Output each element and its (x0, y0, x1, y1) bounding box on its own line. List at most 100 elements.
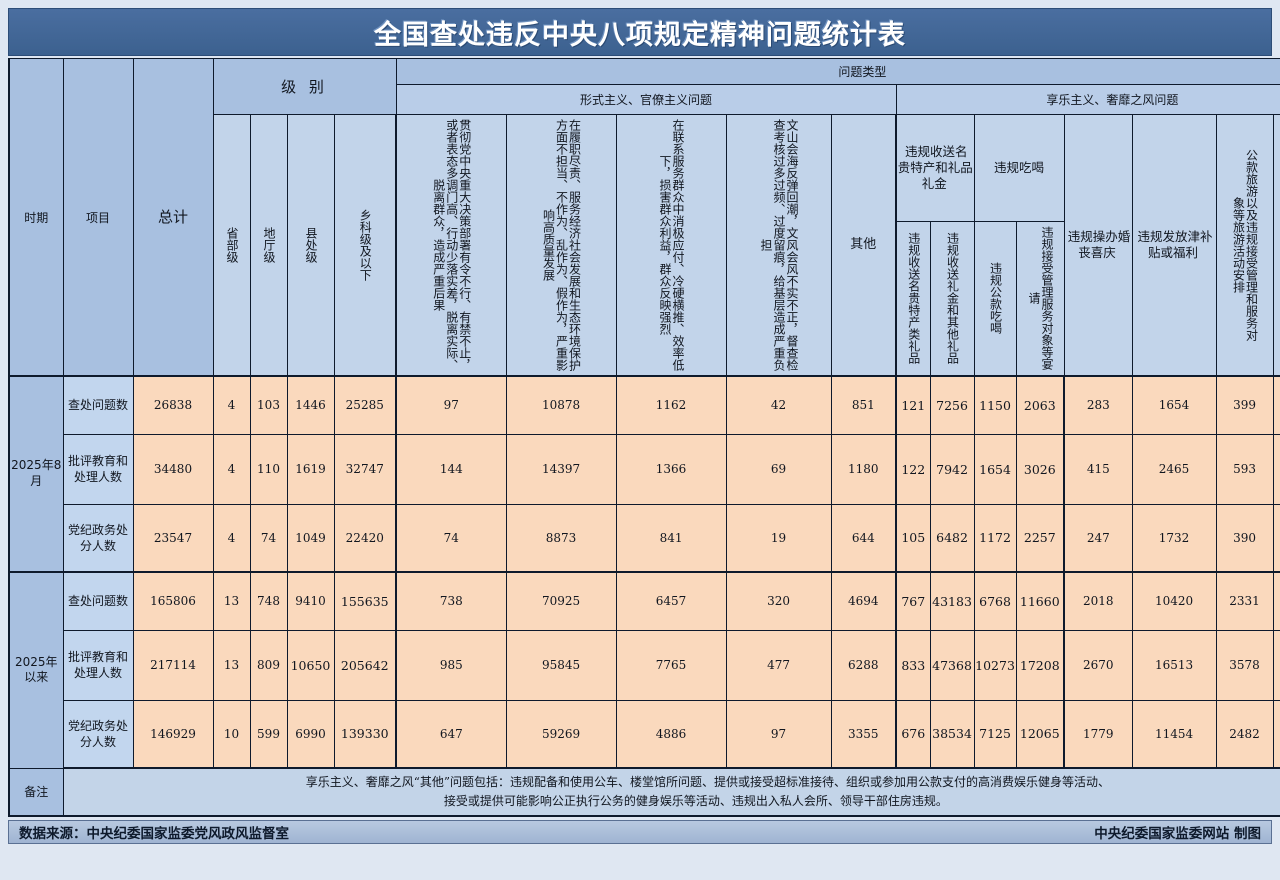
cell-hedonism-3: 1654 (973, 433, 1017, 505)
notes-body: 享乐主义、奢靡之风“其他”问题包括：违规配备和使用公车、楼堂馆所问题、提供或接受… (62, 767, 1280, 817)
data-source-text: 数据来源：中央纪委国家监委党风政风监督室 (19, 826, 289, 842)
notes-line-1: 享乐主义、奢靡之风“其他”问题包括：违规配备和使用公车、楼堂馆所问题、提供或接受… (305, 775, 1110, 790)
table-row: 党纪政务处分人数 23547 4 74 1049 22420 74 8873 8… (9, 503, 1280, 573)
cell-hedonism-6: 1732 (1131, 503, 1217, 573)
cell-hedonism-6: 11454 (1131, 699, 1217, 769)
cell-formalism-other: 851 (830, 375, 897, 435)
header-level-diting: 地厅级 (249, 114, 288, 377)
cell-level-xiangke: 205642 (333, 629, 397, 701)
cell-hedonism-6: 2465 (1131, 433, 1217, 505)
cell-formalism-3: 841 (615, 503, 727, 573)
cell-formalism-4: 97 (725, 699, 832, 769)
header-hedonism-group: 享乐主义、奢靡之风问题 (895, 84, 1280, 115)
cell-hedonism-4: 12065 (1015, 699, 1065, 769)
header-level-sheng: 省部级 (212, 114, 251, 377)
cell-hedonism-1: 676 (895, 699, 931, 769)
cell-formalism-2: 70925 (505, 571, 617, 631)
cell-formalism-other: 644 (830, 503, 897, 573)
cell-hedonism-4: 3026 (1015, 433, 1065, 505)
cell-formalism-2: 8873 (505, 503, 617, 573)
cell-level-xianchu: 10650 (286, 629, 335, 701)
row-item: 党纪政务处分人数 (62, 503, 134, 573)
cell-formalism-2: 14397 (505, 433, 617, 505)
row-item: 查处问题数 (62, 375, 134, 435)
cell-level-diting: 599 (249, 699, 288, 769)
cell-hedonism-1: 833 (895, 629, 931, 701)
cell-total: 165806 (132, 571, 214, 631)
header-level-xiangke: 乡科级及以下 (333, 114, 397, 377)
row-item: 批评教育和处理人数 (62, 433, 134, 505)
table-row: 党纪政务处分人数 146929 10 599 6990 139330 647 5… (9, 699, 1280, 769)
header-hedonism-other: 其他 (1272, 114, 1280, 377)
statistics-table: 时期 项目 总计 级 别 问题类型 形式主义、官僚主义问题 (8, 58, 1280, 817)
row-period-2025-ytd: 2025年以来 (8, 571, 64, 769)
cell-formalism-1: 144 (395, 433, 507, 505)
cell-total: 26838 (132, 375, 214, 435)
cell-hedonism-7: 593 (1215, 433, 1274, 505)
cell-level-sheng: 13 (212, 571, 251, 631)
cell-hedonism-2: 7942 (929, 433, 975, 505)
cell-hedonism-5: 247 (1063, 503, 1133, 573)
cell-formalism-4: 42 (725, 375, 832, 435)
cell-hedonism-other: 7311 (1272, 629, 1280, 701)
cell-hedonism-5: 283 (1063, 375, 1133, 435)
cell-hedonism-3: 6768 (973, 571, 1017, 631)
cell-hedonism-6: 10420 (1131, 571, 1217, 631)
cell-level-sheng: 10 (212, 699, 251, 769)
header-hedonism-eat-group: 违规吃喝 (973, 114, 1065, 222)
cell-level-diting: 110 (249, 433, 288, 505)
cell-formalism-2: 59269 (505, 699, 617, 769)
cell-level-sheng: 4 (212, 503, 251, 573)
cell-total: 146929 (132, 699, 214, 769)
cell-level-xiangke: 155635 (333, 571, 397, 631)
cell-formalism-other: 1180 (830, 433, 897, 505)
header-hedonism-gift-specialty: 违规收送名贵特产类礼品 (895, 220, 931, 377)
cell-hedonism-1: 121 (895, 375, 931, 435)
cell-hedonism-4: 2257 (1015, 503, 1065, 573)
cell-formalism-2: 95845 (505, 629, 617, 701)
cell-formalism-4: 69 (725, 433, 832, 505)
page-title: 全国查处违反中央八项规定精神问题统计表 (374, 19, 906, 51)
cell-formalism-1: 74 (395, 503, 507, 573)
header-formalism-col-other: 其他 (830, 114, 897, 377)
row-item: 党纪政务处分人数 (62, 699, 134, 769)
notes-line-2: 接受或提供可能影响公正执行公务的健身娱乐等活动、违规出入私人会所、领导干部住房违… (443, 794, 948, 808)
cell-level-xiangke: 32747 (333, 433, 397, 505)
cell-hedonism-1: 767 (895, 571, 931, 631)
cell-total: 23547 (132, 503, 214, 573)
cell-hedonism-4: 11660 (1015, 571, 1065, 631)
header-hedonism-travel: 公款旅游以及违规接受管理和服务对象等旅游活动安排 (1215, 114, 1274, 377)
header-formalism-group: 形式主义、官僚主义问题 (395, 84, 897, 115)
header-formalism-col-4: 文山会海反弹回潮，文风会风不实不正，督查检查考核过多过频、过度留痕，给基层造成严… (725, 114, 832, 377)
cell-formalism-2: 10878 (505, 375, 617, 435)
cell-level-sheng: 4 (212, 375, 251, 435)
page-title-bar: 全国查处违反中央八项规定精神问题统计表 (8, 8, 1272, 56)
cell-level-diting: 809 (249, 629, 288, 701)
source-bar: 数据来源：中央纪委国家监委党风政风监督室 中央纪委国家监委网站 制图 (8, 820, 1272, 844)
header-formalism-col-1: 贯彻党中央重大决策部署有令不行、有禁不止，或者表态多调门高、行动少落实差，脱离实… (395, 114, 507, 377)
table-row: 批评教育和处理人数 217114 13 809 10650 205642 985… (9, 629, 1280, 701)
cell-formalism-1: 97 (395, 375, 507, 435)
cell-formalism-4: 320 (725, 571, 832, 631)
cell-hedonism-5: 1779 (1063, 699, 1133, 769)
cell-hedonism-5: 415 (1063, 433, 1133, 505)
cell-level-xianchu: 1619 (286, 433, 335, 505)
cell-formalism-other: 3355 (830, 699, 897, 769)
cell-hedonism-6: 16513 (1131, 629, 1217, 701)
header-level-xianchu: 县处级 (286, 114, 335, 377)
cell-hedonism-3: 1150 (973, 375, 1017, 435)
cell-level-diting: 748 (249, 571, 288, 631)
row-item: 查处问题数 (62, 571, 134, 631)
cell-hedonism-6: 1654 (1131, 375, 1217, 435)
row-item: 批评教育和处理人数 (62, 629, 134, 701)
cell-hedonism-2: 38534 (929, 699, 975, 769)
cell-hedonism-2: 43183 (929, 571, 975, 631)
notes-label: 备注 (8, 767, 64, 817)
cell-hedonism-1: 122 (895, 433, 931, 505)
header-item: 项目 (62, 58, 134, 377)
cell-level-diting: 74 (249, 503, 288, 573)
cell-hedonism-5: 2670 (1063, 629, 1133, 701)
cell-hedonism-other: 4560 (1272, 699, 1280, 769)
cell-hedonism-2: 7256 (929, 375, 975, 435)
cell-level-sheng: 13 (212, 629, 251, 701)
